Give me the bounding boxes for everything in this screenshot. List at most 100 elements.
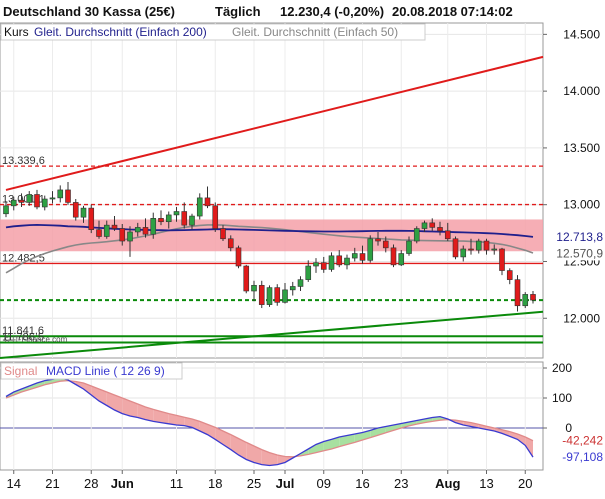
- macd-fill: [91, 386, 99, 401]
- candle: [305, 260, 312, 282]
- macd-fill: [137, 404, 146, 420]
- value-tag: 12.570,9: [556, 246, 603, 260]
- candle-body: [460, 248, 467, 258]
- candle-body: [468, 248, 474, 251]
- candle: [10, 196, 17, 211]
- candle: [181, 202, 188, 229]
- candle: [3, 201, 9, 218]
- candle: [204, 186, 211, 209]
- candle-body: [413, 228, 420, 242]
- candle-body: [34, 194, 40, 208]
- macd-y-tick-label: 0: [565, 421, 572, 435]
- candle: [351, 247, 358, 262]
- value-tag: 12.713,8: [556, 230, 603, 244]
- candle-body: [522, 294, 529, 307]
- candle: [243, 264, 250, 294]
- candle: [506, 268, 513, 285]
- candle: [413, 226, 420, 244]
- candle-body: [289, 286, 296, 291]
- x-tick-label: 16: [355, 476, 369, 491]
- candle-body: [305, 265, 312, 280]
- candle: [483, 238, 490, 255]
- candle: [88, 204, 95, 234]
- level-label: 13.339,6: [2, 155, 45, 167]
- candle: [212, 202, 219, 232]
- macd-fill: [29, 383, 37, 390]
- candle: [475, 238, 482, 254]
- candle: [320, 256, 327, 273]
- macd-fill: [347, 434, 355, 445]
- macd-fill: [114, 395, 123, 414]
- candle-body: [313, 262, 319, 267]
- x-tick-label: 28: [84, 476, 98, 491]
- candle: [460, 245, 467, 262]
- price-y-tick-label: 14.500: [563, 27, 600, 41]
- candle: [522, 292, 529, 309]
- x-tick-label: 13: [479, 476, 493, 491]
- candle-body: [351, 253, 358, 259]
- ma50-line: [5, 224, 534, 274]
- candle-body: [491, 248, 498, 251]
- candle-body: [10, 199, 17, 207]
- candle-body: [429, 222, 436, 228]
- macd-fill: [254, 446, 262, 465]
- candle-body: [258, 285, 265, 305]
- candle: [127, 226, 133, 257]
- candle: [189, 213, 195, 230]
- candle: [196, 193, 203, 220]
- candle-body: [88, 207, 95, 230]
- macd-fill: [13, 389, 22, 395]
- candle-body: [49, 197, 56, 200]
- macd-fill: [230, 434, 239, 455]
- candle-body: [444, 230, 451, 240]
- candle-body: [26, 194, 33, 203]
- candle-body: [103, 224, 110, 237]
- candle-body: [150, 218, 157, 235]
- macd-y-axis: 200 100 0-42,242 -97,108: [543, 361, 603, 464]
- macd-legend-box: [0, 362, 183, 380]
- candle-body: [274, 287, 281, 303]
- candle-body: [344, 257, 350, 266]
- macd-fill: [308, 444, 316, 455]
- candle: [41, 195, 48, 211]
- macd-fill: [161, 411, 169, 424]
- candle: [406, 236, 412, 256]
- candle-body: [96, 229, 102, 237]
- x-tick-label: Aug: [435, 476, 460, 491]
- candle: [282, 283, 288, 304]
- candle-body: [336, 255, 343, 266]
- candle-body: [80, 207, 87, 218]
- candle-body: [297, 279, 304, 287]
- x-tick-label: 14: [7, 476, 21, 491]
- candle: [499, 247, 505, 276]
- candle: [134, 222, 141, 237]
- candle-body: [320, 262, 327, 270]
- macd-value-tag: -42,242: [562, 434, 603, 448]
- macd-fill: [339, 435, 347, 447]
- legend-signal: Signal: [4, 364, 37, 378]
- candle-body: [119, 228, 126, 242]
- macd-fill: [21, 386, 30, 392]
- macd-plot-area: [0, 361, 544, 471]
- legend-kurs: Kurs: [4, 25, 29, 39]
- candle: [437, 221, 443, 236]
- candle-body: [181, 211, 188, 226]
- value-tag-bg: [544, 230, 604, 245]
- level-label: 12.482,5: [2, 252, 45, 264]
- macd-fill: [223, 431, 231, 450]
- candle: [235, 245, 242, 269]
- macd-fill: [323, 439, 332, 451]
- candle: [375, 231, 381, 246]
- x-tick-label: 18: [208, 476, 222, 491]
- candle: [49, 191, 56, 204]
- candle: [227, 235, 234, 252]
- candle: [274, 284, 281, 306]
- candle-body: [251, 285, 257, 292]
- x-tick-label: 25: [247, 476, 261, 491]
- candle-body: [158, 218, 164, 223]
- candle: [80, 205, 87, 223]
- candle-body: [421, 222, 428, 229]
- macd-fill: [331, 437, 340, 449]
- level-label: 11.786,5: [2, 331, 44, 343]
